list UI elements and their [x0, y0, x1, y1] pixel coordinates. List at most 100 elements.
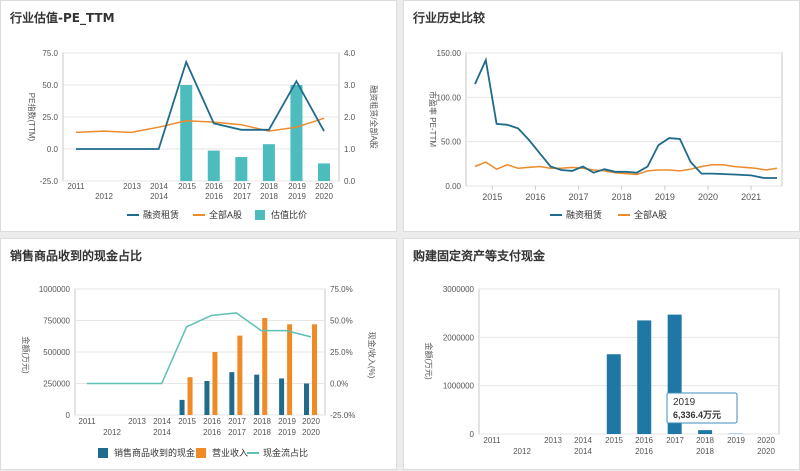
y-right-tick-label: 4.0: [344, 49, 356, 58]
x-tick-label: 2016: [205, 182, 223, 191]
y-right-tick-label: 2.0: [344, 113, 356, 122]
x-tick-label: 2014: [150, 192, 168, 201]
y-tick-label: 50.0: [42, 81, 58, 90]
y-right-tick-label: 0.0: [344, 177, 356, 186]
all-a-line: [76, 118, 324, 132]
y-right-tick-label: -25.0%: [330, 411, 355, 420]
sales-cash-bar: [279, 378, 284, 415]
x-tick-label: 2013: [544, 436, 562, 445]
x-tick-label: 2020: [757, 436, 775, 445]
x-tick-label: 2015: [605, 436, 623, 445]
capex-bar: [637, 320, 651, 434]
x-tick-label: 2014: [574, 447, 592, 456]
x-tick-label: 2016: [525, 192, 545, 202]
revenue-bar: [312, 324, 317, 415]
y-tick-label: 75.0: [42, 49, 58, 58]
x-tick-label: 2014: [150, 182, 168, 191]
x-tick-label: 2019: [288, 182, 306, 191]
y-right-tick-label: 1.0: [344, 145, 356, 154]
x-tick-label: 2018: [260, 192, 278, 201]
y-tick-label: 150.00: [437, 49, 462, 58]
sales-cash-bar: [204, 381, 209, 415]
legend-cashflow-label: 现金流占比: [263, 447, 308, 458]
tooltip-year: 2019: [673, 397, 696, 408]
x-tick-label: 2019: [655, 192, 675, 202]
x-tick-label: 2020: [757, 447, 775, 456]
legend-financing-label: 融资租赁: [566, 209, 602, 220]
capex-bar: [607, 354, 621, 434]
x-tick-label: 2014: [153, 428, 171, 437]
x-tick-label: 2012: [513, 447, 531, 456]
capex-bar: [698, 430, 712, 434]
x-tick-label: 2012: [103, 428, 121, 437]
revenue-bar: [262, 318, 267, 415]
axis-label: 市盈率 PE-TTM: [428, 91, 438, 147]
y-tick-label: -25.0: [40, 177, 59, 186]
pe-ttm-chart: 75.050.025.00.0-25.04.03.02.01.00.0PE指数(…: [1, 1, 398, 233]
x-tick-label: 2018: [696, 447, 714, 456]
axis-label: 金额(万元): [21, 336, 31, 374]
x-tick-label: 2012: [95, 192, 113, 201]
x-tick-label: 2019: [288, 192, 306, 201]
x-tick-label: 2016: [203, 428, 221, 437]
x-tick-label: 2021: [741, 192, 761, 202]
sales-cash-bar: [254, 375, 259, 415]
axis-label: 现金/收入(%): [367, 332, 377, 379]
y-tick-label: 0: [470, 430, 475, 439]
x-tick-label: 2018: [612, 192, 632, 202]
x-tick-label: 2020: [698, 192, 718, 202]
x-tick-label: 2016: [635, 447, 653, 456]
x-tick-label: 2015: [482, 192, 502, 202]
sales-cash-bar: [229, 372, 234, 415]
x-tick-label: 2017: [569, 192, 589, 202]
legend-all-a-label: 全部A股: [634, 209, 667, 220]
x-tick-label: 2020: [315, 192, 333, 201]
x-tick-label: 2019: [278, 417, 296, 426]
y-tick-label: 500000: [43, 348, 70, 357]
y-tick-label: 0.00: [445, 182, 461, 191]
x-tick-label: 2020: [302, 428, 320, 437]
x-tick-label: 2017: [233, 192, 251, 201]
x-tick-label: 2011: [67, 182, 85, 191]
ratio-bar: [263, 144, 275, 181]
x-tick-label: 2018: [696, 436, 714, 445]
x-tick-label: 2016: [205, 192, 223, 201]
revenue-bar: [237, 336, 242, 415]
y-tick-label: 0.0: [47, 145, 59, 154]
x-tick-label: 2016: [203, 417, 221, 426]
x-tick-label: 2019: [278, 428, 296, 437]
y-right-tick-label: 25.0%: [330, 348, 353, 357]
legend-ratio-label: 估值比价: [271, 209, 307, 220]
x-tick-label: 2018: [260, 182, 278, 191]
y-tick-label: 25.0: [42, 113, 58, 122]
y-right-tick-label: 3.0: [344, 81, 356, 90]
x-tick-label: 2019: [727, 436, 745, 445]
y-right-tick-label: 0.0%: [330, 380, 348, 389]
x-tick-label: 2016: [635, 436, 653, 445]
x-tick-label: 2014: [574, 436, 592, 445]
x-tick-label: 2017: [228, 417, 246, 426]
ratio-bar: [318, 163, 330, 181]
sales-cash-bar: [304, 384, 309, 416]
financing-line: [475, 60, 777, 178]
x-tick-label: 2017: [228, 428, 246, 437]
ratio-bar: [208, 151, 220, 181]
tooltip-value: 6,336.4万元: [673, 410, 721, 420]
x-tick-label: 2020: [315, 182, 333, 191]
y-tick-label: 50.00: [441, 138, 462, 147]
x-tick-label: 2014: [153, 417, 171, 426]
y-tick-label: 1000000: [39, 285, 71, 294]
ratio-bar: [235, 157, 247, 181]
legend-financing-label: 融资租赁: [143, 209, 179, 220]
sales-cash-bar: [180, 400, 185, 415]
axis-label: 金额(万元): [424, 342, 434, 380]
legend-all-a-label: 全部A股: [209, 209, 242, 220]
x-tick-label: 2011: [78, 417, 96, 426]
x-tick-label: 2011: [483, 436, 501, 445]
y-tick-label: 1000000: [443, 382, 475, 391]
legend-ratio-swatch: [255, 210, 265, 220]
